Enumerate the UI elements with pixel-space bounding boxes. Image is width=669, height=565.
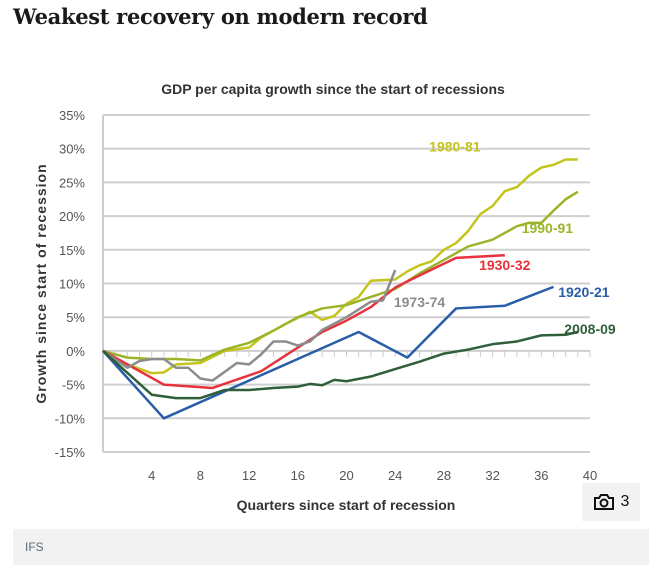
y-tick-label: 25%: [59, 175, 85, 190]
chart-title: GDP per capita growth since the start of…: [161, 81, 505, 97]
x-tick-label: 16: [291, 468, 305, 483]
y-tick-label: -15%: [55, 445, 86, 460]
source-bar: IFS: [13, 529, 649, 565]
y-tick-label: 30%: [59, 142, 85, 157]
y-tick-label: 5%: [66, 310, 85, 325]
y-tick-label: 35%: [59, 108, 85, 123]
y-tick-label: 10%: [59, 277, 85, 292]
y-tick-label: 0%: [66, 344, 85, 359]
gallery-count: 3: [620, 493, 630, 510]
series-line-2008-09: [102, 330, 579, 400]
series-label-1930-32: 1930-32: [479, 257, 531, 273]
x-axis-label: Quarters since start of recession: [237, 497, 456, 513]
series-line-1920-21: [102, 285, 554, 420]
source-credit: IFS: [25, 540, 44, 554]
x-tick-label: 20: [339, 468, 353, 483]
series-label-1973-74: 1973-74: [394, 294, 446, 310]
series-line-1980-81: [102, 158, 578, 375]
camera-icon: [593, 494, 614, 510]
x-tick-label: 40: [583, 468, 597, 483]
series-line-1973-74: [102, 269, 397, 382]
x-tick-label: 32: [485, 468, 499, 483]
y-tick-label: 20%: [59, 209, 85, 224]
series-label-1980-81: 1980-81: [429, 138, 481, 154]
x-tick-label: 4: [148, 468, 155, 483]
series-line-1990-91: [102, 190, 579, 362]
series-label-2008-09: 2008-09: [564, 321, 616, 337]
series-line-1930-32: [102, 253, 505, 390]
gallery-button[interactable]: 3: [582, 483, 640, 521]
y-tick-label: -10%: [55, 411, 86, 426]
x-tick-label: 12: [242, 468, 256, 483]
series-label-1920-21: 1920-21: [558, 284, 610, 300]
x-tick-label: 36: [534, 468, 548, 483]
x-tick-label: 28: [437, 468, 451, 483]
y-tick-label: -5%: [62, 378, 86, 393]
series-label-1990-91: 1990-91: [522, 220, 574, 236]
x-tick-label: 24: [388, 468, 402, 483]
gdp-chart: GDP per capita growth since the start of…: [33, 81, 616, 513]
y-tick-label: 15%: [59, 243, 85, 258]
headline: Weakest recovery on modern record: [13, 4, 428, 29]
y-axis-label: Growth since start of recession: [33, 163, 49, 403]
x-tick-label: 8: [197, 468, 204, 483]
